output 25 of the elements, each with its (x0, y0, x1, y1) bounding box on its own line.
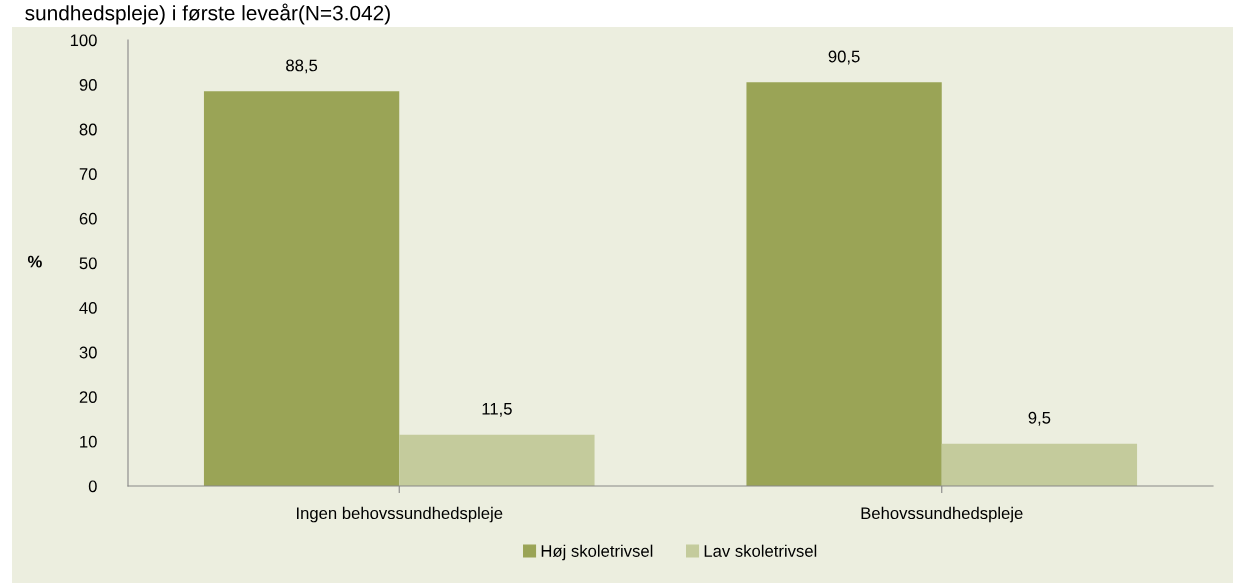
x-tick-label: Behovssundhedspleje (861, 506, 1023, 523)
x-tick-label: Ingen behovssundhedspleje (297, 506, 503, 523)
y-tick-label: 80 (79, 123, 97, 136)
legend-label: Lav skoletrivsel (704, 544, 817, 557)
bar (203, 91, 400, 486)
legend-label: Høj skoletrivsel (541, 544, 653, 561)
y-tick-label: 20 (79, 391, 97, 403)
data-label: 11,5 (482, 403, 512, 417)
y-tick-label: 70 (79, 168, 97, 180)
y-tick-label: 90 (79, 79, 97, 91)
y-tick-label: 30 (79, 346, 97, 359)
chart-title: sundhedspleje) i første leveår(N=3.042) (25, 3, 390, 25)
y-tick-label: 100 (70, 34, 97, 47)
data-label: 88,5 (286, 59, 318, 74)
y-tick-label: 40 (79, 302, 97, 314)
y-tick-label: 60 (79, 212, 97, 225)
y-tick-label: 50 (79, 257, 97, 270)
bar (399, 434, 595, 486)
data-label: 9,5 (1028, 411, 1051, 426)
bar (746, 82, 942, 486)
y-tick-label: 10 (80, 435, 97, 448)
bar (941, 443, 1138, 486)
y-axis-title: % (27, 255, 42, 268)
y-tick-label: 0 (88, 480, 97, 493)
data-label: 90,5 (828, 50, 860, 65)
